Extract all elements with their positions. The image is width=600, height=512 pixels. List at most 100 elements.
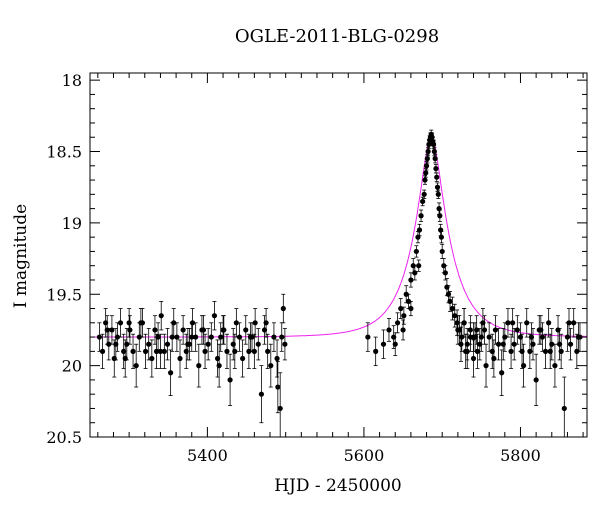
data-point (142, 333, 149, 369)
point-marker (491, 355, 497, 362)
data-point (280, 293, 286, 324)
data-point (196, 343, 202, 388)
data-point (421, 189, 427, 200)
data-point (180, 315, 186, 345)
data-point (575, 322, 581, 352)
point-marker (433, 166, 439, 172)
point-marker (185, 341, 191, 347)
data-point (486, 322, 492, 352)
data-point (467, 322, 473, 352)
point-marker (164, 341, 171, 347)
point-marker (394, 320, 401, 326)
point-marker (567, 341, 574, 347)
point-marker (117, 320, 124, 326)
data-point (510, 308, 516, 338)
point-marker (109, 327, 115, 333)
point-marker (251, 348, 257, 354)
point-marker (510, 320, 516, 326)
point-marker (432, 156, 438, 162)
point-marker (263, 320, 269, 326)
point-marker (268, 363, 274, 369)
y-axis-label: I magnitude (11, 204, 31, 308)
point-marker (458, 341, 464, 347)
data-point (152, 315, 158, 345)
point-marker (481, 327, 488, 333)
data-point (438, 231, 445, 244)
point-marker (434, 184, 441, 190)
point-marker (177, 355, 183, 362)
data-point (265, 333, 271, 369)
point-marker (405, 298, 412, 304)
data-point (481, 315, 488, 345)
point-marker (152, 327, 158, 333)
data-point (258, 365, 265, 424)
data-point (412, 265, 418, 281)
data-point (439, 243, 445, 259)
point-marker (200, 327, 207, 333)
data-point (461, 308, 467, 338)
y-tick-label: 18 (62, 71, 82, 90)
data-point (247, 322, 254, 352)
y-tick-label: 19.5 (46, 285, 82, 304)
data-point (243, 315, 249, 345)
point-marker (434, 174, 440, 180)
data-point (505, 308, 511, 338)
point-marker (459, 334, 465, 340)
x-tick-label: 5600 (344, 446, 385, 465)
data-point (538, 315, 544, 345)
point-marker (508, 348, 514, 354)
point-marker (227, 377, 233, 383)
data-point (365, 322, 371, 352)
data-point (408, 300, 414, 317)
data-point (185, 328, 191, 361)
data-point (422, 175, 428, 185)
point-marker (126, 320, 132, 326)
point-marker (511, 341, 517, 347)
data-point (542, 333, 549, 369)
point-marker (408, 305, 414, 312)
data-point (508, 333, 514, 369)
point-marker (423, 163, 430, 169)
data-point (218, 322, 224, 352)
point-marker (149, 355, 155, 362)
point-marker (193, 334, 199, 340)
point-marker (157, 348, 164, 354)
data-point (403, 285, 409, 304)
point-marker (233, 320, 239, 326)
point-marker (547, 348, 553, 354)
point-marker (161, 348, 167, 354)
point-marker (416, 263, 422, 269)
data-point (169, 322, 175, 352)
data-point (200, 315, 207, 345)
y-tick-label: 18.5 (46, 143, 82, 162)
data-point (268, 343, 274, 388)
point-marker (412, 270, 418, 276)
point-marker (208, 334, 214, 340)
data-point (216, 343, 222, 388)
point-marker (205, 341, 211, 347)
data-point (161, 333, 167, 369)
plot-frame (89, 72, 588, 438)
point-marker (552, 363, 558, 369)
data-point (153, 333, 160, 369)
data-point (472, 322, 478, 352)
point-marker (420, 198, 426, 205)
point-marker (442, 270, 448, 276)
data-point (435, 189, 441, 200)
point-marker (220, 327, 226, 333)
data-point (533, 353, 539, 406)
data-point (275, 360, 281, 414)
data-point (177, 339, 183, 378)
data-point (455, 315, 461, 345)
axis-ticks: 5400 5600 5800 18 18.5 19 19.5 20 20.5 (46, 71, 587, 465)
y-tick-label: 20 (62, 357, 82, 376)
point-marker (218, 334, 224, 340)
chart-title: OGLE-2011-BLG-0298 (235, 26, 439, 47)
point-marker (542, 348, 549, 354)
point-marker (401, 313, 407, 319)
data-point (113, 328, 119, 361)
point-marker (373, 348, 379, 354)
data-point (474, 333, 481, 369)
data-point (557, 328, 563, 361)
point-marker (439, 248, 445, 255)
